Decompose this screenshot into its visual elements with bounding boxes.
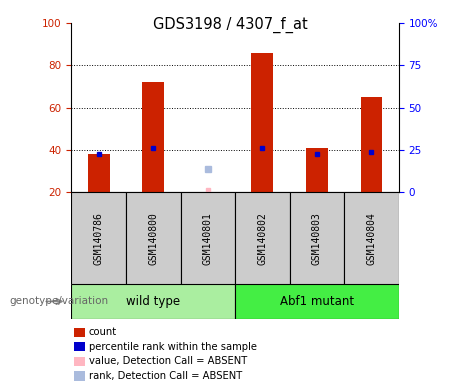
Text: GSM140800: GSM140800 [148, 212, 158, 265]
Bar [290, 192, 344, 284]
Bar [142, 82, 164, 192]
Bar [235, 192, 290, 284]
Bar [344, 192, 399, 284]
Text: GSM140802: GSM140802 [257, 212, 267, 265]
Text: percentile rank within the sample: percentile rank within the sample [89, 342, 256, 352]
Text: genotype/variation: genotype/variation [9, 296, 108, 306]
Text: GSM140801: GSM140801 [203, 212, 213, 265]
Bar [252, 53, 273, 192]
Bar [361, 97, 382, 192]
Text: value, Detection Call = ABSENT: value, Detection Call = ABSENT [89, 356, 247, 366]
Text: GDS3198 / 4307_f_at: GDS3198 / 4307_f_at [153, 17, 308, 33]
Text: GSM140804: GSM140804 [366, 212, 377, 265]
Bar [71, 192, 126, 284]
Bar [235, 284, 399, 319]
Bar [71, 284, 235, 319]
Text: Abf1 mutant: Abf1 mutant [280, 295, 354, 308]
Text: count: count [89, 327, 117, 337]
Text: GSM140786: GSM140786 [94, 212, 104, 265]
Bar [88, 154, 110, 192]
Text: rank, Detection Call = ABSENT: rank, Detection Call = ABSENT [89, 371, 242, 381]
Text: wild type: wild type [126, 295, 180, 308]
Bar [306, 148, 328, 192]
Bar [181, 192, 235, 284]
Bar [126, 192, 181, 284]
Text: GSM140803: GSM140803 [312, 212, 322, 265]
